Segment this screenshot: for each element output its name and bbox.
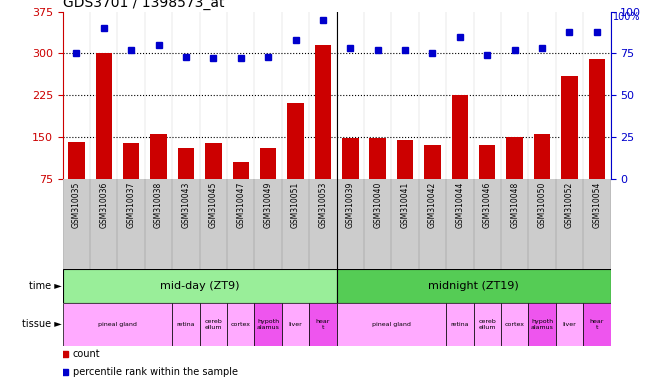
Text: GSM310038: GSM310038 <box>154 181 163 227</box>
Text: GDS3701 / 1398573_at: GDS3701 / 1398573_at <box>63 0 224 10</box>
Text: GSM310050: GSM310050 <box>537 181 546 228</box>
Text: tissue ►: tissue ► <box>22 319 61 329</box>
Text: retina: retina <box>451 322 469 327</box>
Bar <box>282 303 309 346</box>
Text: pineal gland: pineal gland <box>98 322 137 327</box>
Bar <box>451 95 468 179</box>
Text: cereb
ellum: cereb ellum <box>205 319 222 330</box>
Text: GSM310053: GSM310053 <box>318 181 327 228</box>
Text: GSM310046: GSM310046 <box>482 181 492 228</box>
Bar <box>534 134 550 179</box>
Text: midnight (ZT19): midnight (ZT19) <box>428 281 519 291</box>
Text: GSM310047: GSM310047 <box>236 181 246 228</box>
Bar <box>397 140 413 179</box>
Bar <box>260 148 277 179</box>
Text: 100%: 100% <box>613 12 641 22</box>
Bar <box>287 103 304 179</box>
Bar <box>561 76 578 179</box>
Text: GSM310043: GSM310043 <box>182 181 191 228</box>
Bar <box>63 303 172 346</box>
Bar <box>172 303 200 346</box>
Text: GSM310042: GSM310042 <box>428 181 437 227</box>
Text: GSM310039: GSM310039 <box>346 181 355 228</box>
Bar <box>63 269 337 303</box>
Bar <box>529 303 556 346</box>
Bar <box>337 303 446 346</box>
Bar <box>501 303 529 346</box>
Bar <box>446 303 473 346</box>
Bar <box>123 144 139 179</box>
Bar <box>232 162 249 179</box>
Text: pineal gland: pineal gland <box>372 322 411 327</box>
Bar <box>342 138 358 179</box>
Bar <box>474 303 501 346</box>
Bar <box>479 145 496 179</box>
Bar <box>199 303 227 346</box>
Text: percentile rank within the sample: percentile rank within the sample <box>73 366 238 377</box>
Bar <box>227 303 255 346</box>
Bar <box>315 45 331 179</box>
Bar <box>424 145 441 179</box>
Bar <box>255 303 282 346</box>
Text: GSM310037: GSM310037 <box>127 181 136 228</box>
Text: GSM310048: GSM310048 <box>510 181 519 227</box>
Text: GSM310044: GSM310044 <box>455 181 465 228</box>
Text: hear
t: hear t <box>589 319 604 330</box>
Text: liver: liver <box>562 322 576 327</box>
Text: cortex: cortex <box>505 322 525 327</box>
Bar <box>337 269 610 303</box>
Text: GSM310054: GSM310054 <box>592 181 601 228</box>
Text: retina: retina <box>177 322 195 327</box>
Bar <box>68 142 84 179</box>
Bar <box>150 134 167 179</box>
Text: liver: liver <box>288 322 302 327</box>
Bar <box>370 138 386 179</box>
Text: GSM310036: GSM310036 <box>99 181 108 228</box>
Bar <box>205 144 222 179</box>
Text: mid-day (ZT9): mid-day (ZT9) <box>160 281 240 291</box>
Bar <box>96 53 112 179</box>
Text: count: count <box>73 349 100 359</box>
Text: hypoth
alamus: hypoth alamus <box>257 319 280 330</box>
Text: hear
t: hear t <box>315 319 330 330</box>
Text: hypoth
alamus: hypoth alamus <box>531 319 554 330</box>
Text: GSM310040: GSM310040 <box>373 181 382 228</box>
Text: GSM310051: GSM310051 <box>291 181 300 227</box>
Bar <box>556 303 583 346</box>
Text: GSM310035: GSM310035 <box>72 181 81 228</box>
Bar <box>506 137 523 179</box>
Text: time ►: time ► <box>28 281 61 291</box>
Bar <box>178 148 194 179</box>
Bar <box>589 59 605 179</box>
Text: cortex: cortex <box>231 322 251 327</box>
Text: cereb
ellum: cereb ellum <box>478 319 496 330</box>
Bar <box>583 303 611 346</box>
Text: GSM310049: GSM310049 <box>263 181 273 228</box>
Text: GSM310045: GSM310045 <box>209 181 218 228</box>
Text: GSM310052: GSM310052 <box>565 181 574 227</box>
Bar <box>309 303 337 346</box>
Text: GSM310041: GSM310041 <box>401 181 410 227</box>
